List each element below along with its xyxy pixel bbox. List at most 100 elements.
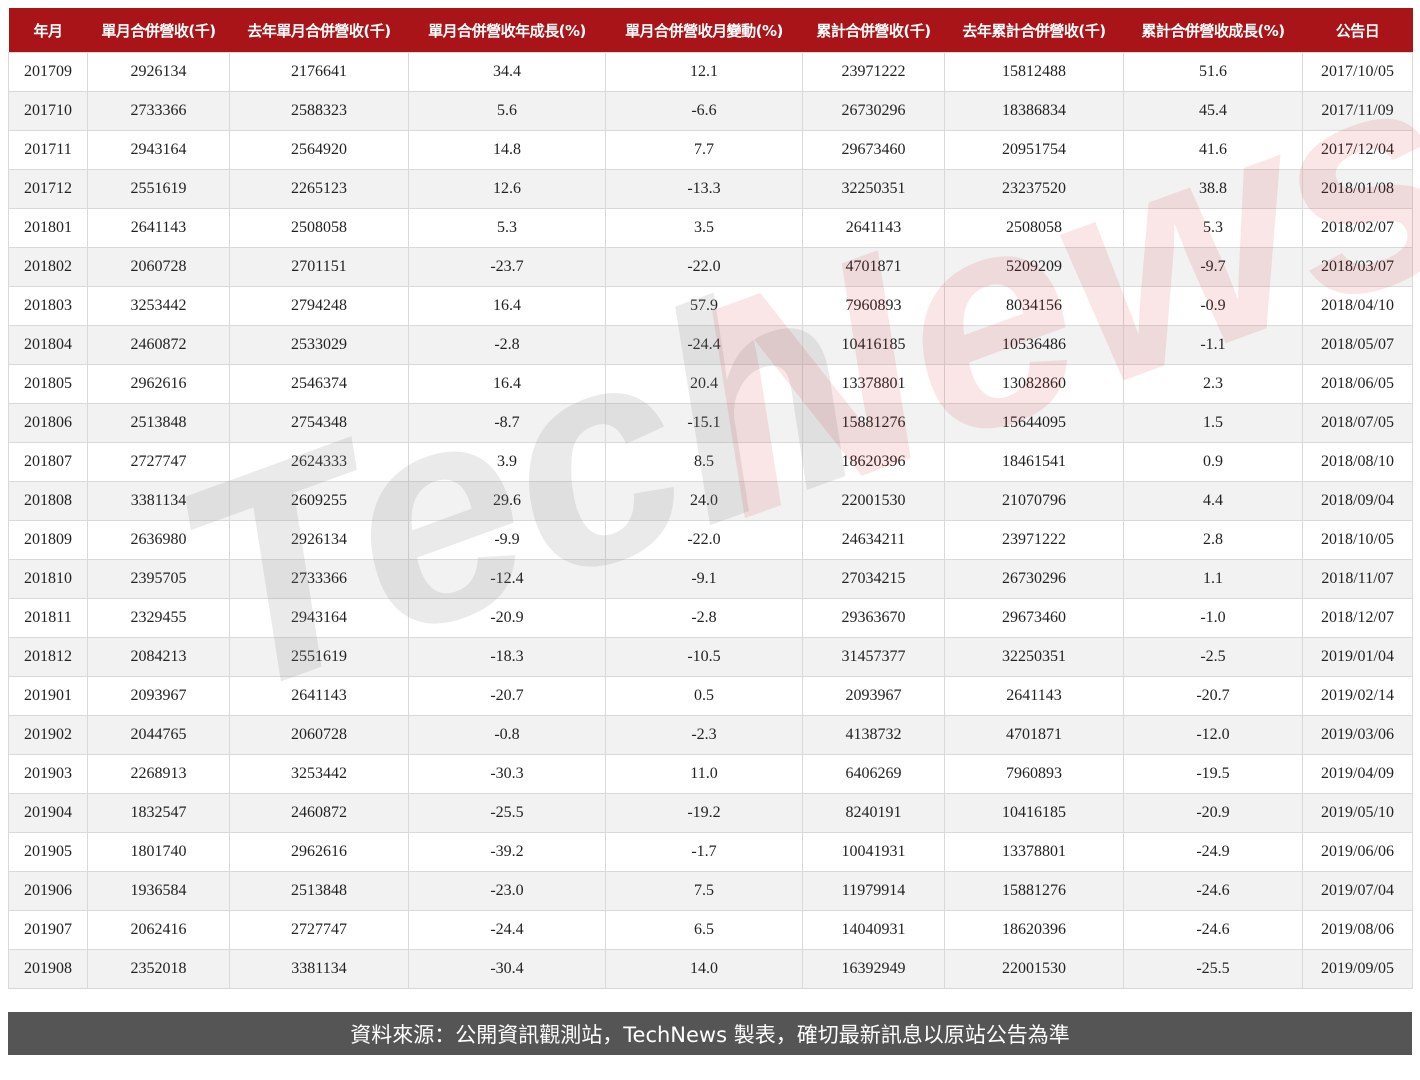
table-cell: 41.6 <box>1123 130 1303 170</box>
table-cell: 201907 <box>8 910 88 950</box>
table-cell: 2044765 <box>87 715 230 755</box>
table-cell: 5.3 <box>1123 208 1303 248</box>
table-cell: 2093967 <box>802 676 945 716</box>
table-cell: 1.1 <box>1123 559 1303 599</box>
table-cell: 201809 <box>8 520 88 560</box>
table-cell: 2943164 <box>87 130 230 170</box>
table-cell: 2018/07/05 <box>1302 403 1413 443</box>
table-cell: 23971222 <box>802 52 945 92</box>
table-cell: 2019/01/04 <box>1302 637 1413 677</box>
table-cell: 29.6 <box>408 481 606 521</box>
table-cell: 2084213 <box>87 637 230 677</box>
table-cell: 2018/01/08 <box>1302 169 1413 209</box>
table-cell: 2018/11/07 <box>1302 559 1413 599</box>
table-cell: 2733366 <box>87 91 230 131</box>
table-cell: -19.2 <box>605 793 803 833</box>
table-cell: 2460872 <box>229 793 409 833</box>
table-cell: -30.3 <box>408 754 606 794</box>
table-cell: 201709 <box>8 52 88 92</box>
table-cell: 31457377 <box>802 637 945 677</box>
table-cell: 2018/04/10 <box>1302 286 1413 326</box>
table-cell: 2019/07/04 <box>1302 871 1413 911</box>
table-cell: 201905 <box>8 832 88 872</box>
table-cell: 2176641 <box>229 52 409 92</box>
table-cell: 20.4 <box>605 364 803 404</box>
table-cell: 15644095 <box>944 403 1124 443</box>
table-cell: 1832547 <box>87 793 230 833</box>
table-cell: 13378801 <box>944 832 1124 872</box>
table-cell: 1801740 <box>87 832 230 872</box>
table-cell: 2794248 <box>229 286 409 326</box>
table-cell: 4701871 <box>802 247 945 287</box>
table-cell: 2062416 <box>87 910 230 950</box>
table-cell: -9.9 <box>408 520 606 560</box>
table-cell: 2926134 <box>229 520 409 560</box>
table-cell: 16.4 <box>408 364 606 404</box>
table-cell: 2636980 <box>87 520 230 560</box>
table-row: 201802 2060728 2701151 -23.7 -22.0 4701871 520… <box>8 247 1413 287</box>
table-cell: -10.5 <box>605 637 803 677</box>
table-row: 201808 3381134 2609255 29.6 24.0 22001530 2107… <box>8 481 1413 521</box>
table-cell: 18620396 <box>802 442 945 482</box>
table-cell: 2018/02/07 <box>1302 208 1413 248</box>
table-cell: 7.7 <box>605 130 803 170</box>
table-cell: 0.9 <box>1123 442 1303 482</box>
table-cell: -23.0 <box>408 871 606 911</box>
table-cell: 201805 <box>8 364 88 404</box>
table-cell: -0.8 <box>408 715 606 755</box>
table-cell: 2019/05/10 <box>1302 793 1413 833</box>
table-cell: 201711 <box>8 130 88 170</box>
table-cell: 18461541 <box>944 442 1124 482</box>
table-cell: 1936584 <box>87 871 230 911</box>
table-cell: -9.1 <box>605 559 803 599</box>
table-cell: 201801 <box>8 208 88 248</box>
table-cell: 2268913 <box>87 754 230 794</box>
table-cell: 2513848 <box>229 871 409 911</box>
table-cell: -24.9 <box>1123 832 1303 872</box>
table-cell: 2018/05/07 <box>1302 325 1413 365</box>
table-cell: 7.5 <box>605 871 803 911</box>
table-cell: 201903 <box>8 754 88 794</box>
table-cell: 2019/04/09 <box>1302 754 1413 794</box>
table-cell: 201807 <box>8 442 88 482</box>
table-cell: 2018/09/04 <box>1302 481 1413 521</box>
table-cell: 20951754 <box>944 130 1124 170</box>
column-header: 累計合併營收成長(%) <box>1123 8 1303 53</box>
table-cell: 2943164 <box>229 598 409 638</box>
table-cell: 2641143 <box>802 208 945 248</box>
table-cell: 13378801 <box>802 364 945 404</box>
table-cell: 2060728 <box>229 715 409 755</box>
table-cell: 15881276 <box>802 403 945 443</box>
table-row: 201803 3253442 2794248 16.4 57.9 7960893 80341… <box>8 286 1413 326</box>
table-cell: 2551619 <box>229 637 409 677</box>
table-row: 201801 2641143 2508058 5.3 3.5 2641143 2508058… <box>8 208 1413 248</box>
table-cell: 4138732 <box>802 715 945 755</box>
table-cell: -22.0 <box>605 247 803 287</box>
table-row: 201812 2084213 2551619 -18.3 -10.5 31457377 32… <box>8 637 1413 677</box>
table-cell: -2.8 <box>605 598 803 638</box>
table-cell: 2352018 <box>87 949 230 989</box>
table-cell: 2093967 <box>87 676 230 716</box>
table-cell: 22001530 <box>944 949 1124 989</box>
table-cell: 32250351 <box>802 169 945 209</box>
table-cell: 11.0 <box>605 754 803 794</box>
table-cell: 57.9 <box>605 286 803 326</box>
table-cell: 8034156 <box>944 286 1124 326</box>
table-cell: -25.5 <box>1123 949 1303 989</box>
table-cell: -39.2 <box>408 832 606 872</box>
table-cell: 2624333 <box>229 442 409 482</box>
table-cell: 2265123 <box>229 169 409 209</box>
table-cell: 6.5 <box>605 910 803 950</box>
source-footer-text: 資料來源：公開資訊觀測站，TechNews 製表，確切最新訊息以原站公告為準 <box>350 1022 1070 1047</box>
table-cell: 201908 <box>8 949 88 989</box>
column-header: 年月 <box>8 8 88 53</box>
table-row: 201709 2926134 2176641 34.4 12.1 23971222 1581… <box>8 52 1413 92</box>
table-cell: 201810 <box>8 559 88 599</box>
table-cell: 51.6 <box>1123 52 1303 92</box>
table-cell: 2019/08/06 <box>1302 910 1413 950</box>
table-row: 201804 2460872 2533029 -2.8 -24.4 10416185 105… <box>8 325 1413 365</box>
table-cell: 201712 <box>8 169 88 209</box>
table-cell: 2060728 <box>87 247 230 287</box>
table-cell: 32250351 <box>944 637 1124 677</box>
table-cell: -13.3 <box>605 169 803 209</box>
